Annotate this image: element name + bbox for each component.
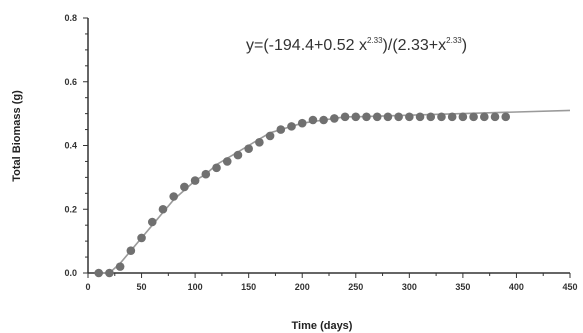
data-point	[190, 176, 200, 185]
x-tick-label: 250	[348, 282, 363, 292]
data-point	[137, 233, 146, 243]
x-tick-label: 350	[455, 282, 470, 292]
y-ticks: 0.0 0.2 0.4 0.6 0.8	[64, 13, 88, 278]
data-point	[362, 112, 371, 122]
data-point	[115, 262, 125, 271]
x-tick-label: 150	[241, 282, 256, 292]
data-point	[394, 112, 403, 122]
y-tick-label: 0.4	[64, 141, 77, 151]
equation-prefix: y=(-194.4+0.52 x	[246, 37, 367, 54]
data-point	[426, 112, 436, 122]
equation-suffix: )	[462, 37, 467, 54]
equation-exponent-1: 2.33	[367, 36, 383, 45]
x-ticks: 0 50 100 150 200 250 300 350 400 450	[85, 273, 578, 292]
data-point	[383, 112, 393, 122]
data-point	[222, 157, 232, 166]
data-point	[233, 150, 243, 160]
data-point	[180, 182, 189, 192]
x-tick-label: 450	[562, 282, 577, 292]
y-tick-label: 0.6	[64, 77, 77, 87]
data-point	[437, 112, 446, 122]
x-tick-label: 100	[188, 282, 203, 292]
data-point	[372, 112, 382, 122]
data-point	[458, 112, 468, 122]
data-point	[158, 204, 168, 214]
fitted-curve	[98, 109, 571, 274]
data-point	[212, 163, 221, 173]
data-point	[490, 112, 500, 122]
data-point	[169, 192, 178, 201]
data-point	[126, 246, 136, 255]
equation-annotation: y=(-194.4+0.52 x2.33)/(2.33+x2.33)	[246, 36, 467, 54]
y-tick-label: 0.2	[64, 204, 77, 214]
data-point	[319, 115, 328, 125]
x-tick-label: 300	[402, 282, 417, 292]
data-point	[265, 131, 275, 141]
data-point	[351, 112, 361, 122]
data-point	[405, 112, 414, 122]
data-point	[308, 115, 318, 125]
x-tick-label: 0	[85, 282, 90, 292]
x-tick-label: 200	[295, 282, 310, 292]
data-point	[480, 112, 489, 122]
data-point	[94, 268, 104, 278]
data-point	[147, 217, 157, 227]
x-axis-title: Time (days)	[292, 320, 353, 332]
data-point	[105, 268, 114, 278]
equation-middle: )/(2.33+x	[383, 37, 447, 54]
data-point	[201, 169, 211, 179]
plot-area: 0 50 100 150 200 250 300 350 400 450 0.0 0.2 0.4 0.6…	[64, 13, 577, 292]
data-point	[415, 112, 425, 122]
data-point	[287, 122, 296, 131]
data-point	[447, 112, 457, 122]
equation-exponent-2: 2.33	[446, 36, 462, 45]
observed-points	[94, 112, 511, 278]
data-point	[255, 138, 264, 147]
y-tick-label: 0.0	[64, 268, 77, 278]
data-point	[501, 112, 511, 122]
data-point	[276, 125, 286, 134]
x-tick-label: 400	[509, 282, 524, 292]
y-tick-label: 0.8	[64, 13, 77, 23]
y-axis-title: Total Biomass (g)	[11, 90, 23, 182]
x-tick-label: 50	[137, 282, 147, 292]
data-point	[244, 144, 253, 153]
data-point	[469, 112, 478, 122]
data-point	[330, 114, 339, 123]
data-point	[297, 118, 307, 128]
data-point	[340, 112, 350, 122]
